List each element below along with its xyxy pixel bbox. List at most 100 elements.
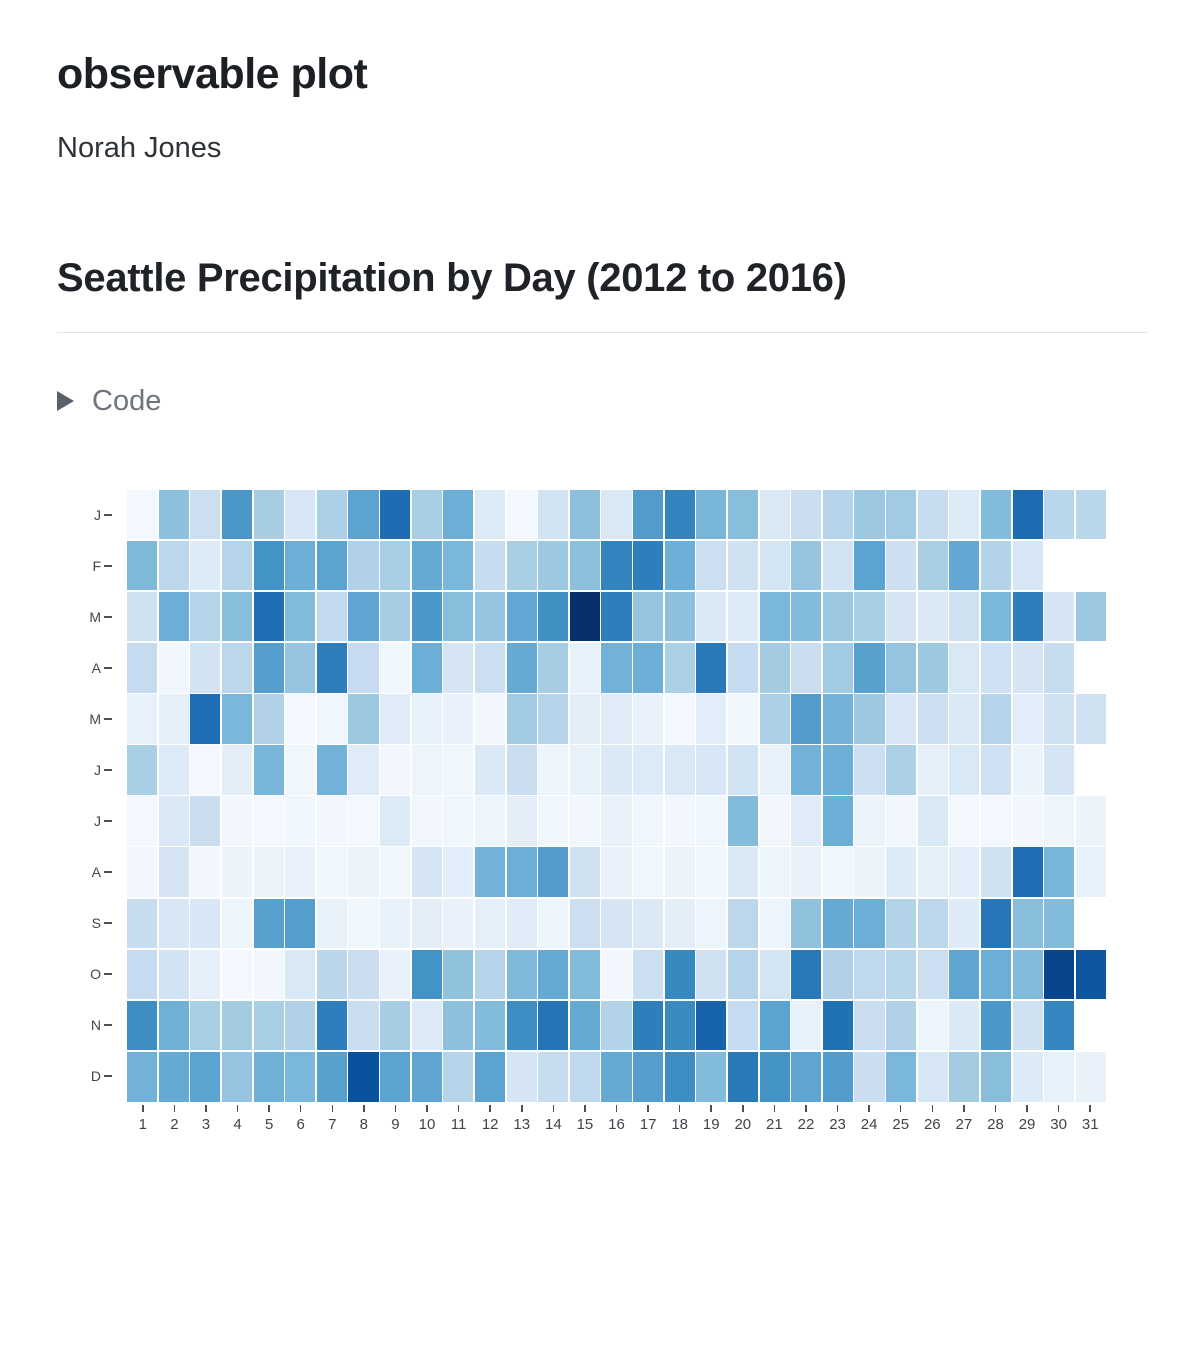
heatmap-cell (443, 591, 474, 642)
heatmap-cell (696, 745, 727, 795)
heatmap-cell (854, 642, 885, 693)
heatmap-cell (791, 847, 822, 898)
heatmap-cell (854, 898, 885, 949)
heatmap-cell (285, 847, 316, 898)
heatmap-cell (886, 1051, 917, 1102)
heatmap-cell (569, 745, 600, 795)
y-axis-tick (104, 667, 112, 669)
heatmap-cell (474, 642, 506, 693)
heatmap-cell (633, 694, 664, 744)
heatmap-cell (854, 591, 885, 642)
heatmap-cell (727, 540, 759, 591)
code-toggle[interactable]: Code (57, 385, 161, 418)
y-axis-tick (104, 514, 112, 516)
heatmap-cell (506, 540, 537, 591)
heatmap-cell (886, 642, 917, 693)
heatmap-cell (316, 847, 347, 898)
heatmap-cell (854, 745, 885, 795)
heatmap-cell (759, 540, 790, 591)
heatmap-cell (1012, 898, 1043, 949)
heatmap-cell (348, 898, 379, 949)
heatmap-cell (1044, 898, 1075, 949)
x-axis-label: 19 (702, 1115, 720, 1133)
heatmap-cell (854, 949, 885, 1000)
heatmap-cell (569, 949, 600, 1000)
heatmap-cell (506, 489, 537, 540)
heatmap-cell (348, 540, 379, 591)
heatmap-cell (443, 847, 474, 898)
heatmap-cell (190, 949, 221, 1000)
heatmap-cell (949, 694, 980, 744)
x-axis-label: 17 (639, 1115, 657, 1133)
heatmap-cell (158, 540, 189, 591)
x-axis-tick (426, 1104, 428, 1112)
heatmap-cell (190, 898, 221, 949)
heatmap-cell (601, 489, 632, 540)
heatmap-cell (190, 540, 221, 591)
heatmap-cell (664, 1000, 695, 1051)
heatmap-cell (127, 745, 158, 795)
x-axis-label: 7 (328, 1115, 337, 1133)
heatmap-cell (949, 540, 980, 591)
y-axis-tick (104, 871, 112, 873)
heatmap-cell (127, 847, 158, 898)
heatmap-cell (980, 847, 1012, 898)
heatmap-cell (569, 489, 600, 540)
heatmap-cell (1044, 745, 1075, 795)
heatmap-cell (949, 1000, 980, 1051)
x-axis-label: 3 (201, 1115, 211, 1133)
x-axis-label: 28 (987, 1115, 1004, 1133)
heatmap-cell (1076, 745, 1106, 795)
heatmap-cell (1044, 541, 1074, 591)
y-axis-label: A (91, 660, 101, 677)
heatmap-cell (727, 591, 759, 642)
heatmap-cell (601, 949, 632, 1000)
x-axis-tick (1057, 1104, 1060, 1112)
heatmap-cell (727, 642, 759, 693)
heatmap-cell (696, 591, 727, 642)
heatmap-cell (1044, 642, 1075, 693)
heatmap-cell (917, 847, 948, 898)
heatmap-cell (127, 898, 158, 949)
heatmap-cell (664, 540, 695, 591)
heatmap-cell (316, 1051, 347, 1102)
x-axis-tick (805, 1104, 807, 1112)
heatmap-cell (1012, 847, 1043, 898)
heatmap-cell (316, 591, 347, 642)
heatmap-cell (127, 796, 158, 846)
x-axis-label: 5 (264, 1115, 274, 1133)
heatmap-cell (633, 642, 664, 693)
heatmap-cell (285, 694, 316, 744)
heatmap-cell (791, 745, 822, 795)
y-axis-tick (104, 769, 112, 771)
heatmap-cell (127, 489, 158, 540)
code-toggle-label: Code (92, 384, 162, 417)
heatmap-cell (538, 949, 569, 1000)
heatmap-cell (316, 694, 347, 744)
heatmap-cell (221, 694, 253, 744)
y-axis-label: D (90, 1068, 101, 1085)
heatmap-cell (253, 642, 284, 693)
heatmap-cell (759, 489, 790, 540)
x-axis-label: 1 (138, 1115, 147, 1133)
heatmap-cell (1012, 694, 1043, 744)
heatmap-cell (285, 489, 316, 540)
heatmap-cell (285, 1051, 316, 1102)
heatmap-cell (601, 745, 632, 795)
x-axis-label: 13 (513, 1115, 531, 1133)
heatmap-cell (474, 745, 506, 795)
x-axis-label: 30 (1050, 1115, 1067, 1133)
heatmap-cell (190, 642, 221, 693)
heatmap-cell (1075, 1051, 1106, 1102)
heatmap-cell (158, 847, 189, 898)
heatmap-cell (1075, 694, 1106, 744)
heatmap-cell (727, 796, 759, 846)
heatmap-cell (759, 898, 790, 949)
heatmap-cell (569, 591, 600, 642)
x-axis-tick (994, 1104, 997, 1112)
heatmap-cell (411, 540, 442, 591)
heatmap-cell (443, 949, 474, 1000)
heatmap-cell (980, 796, 1012, 846)
heatmap-cell (221, 847, 253, 898)
heatmap-cell (506, 847, 537, 898)
